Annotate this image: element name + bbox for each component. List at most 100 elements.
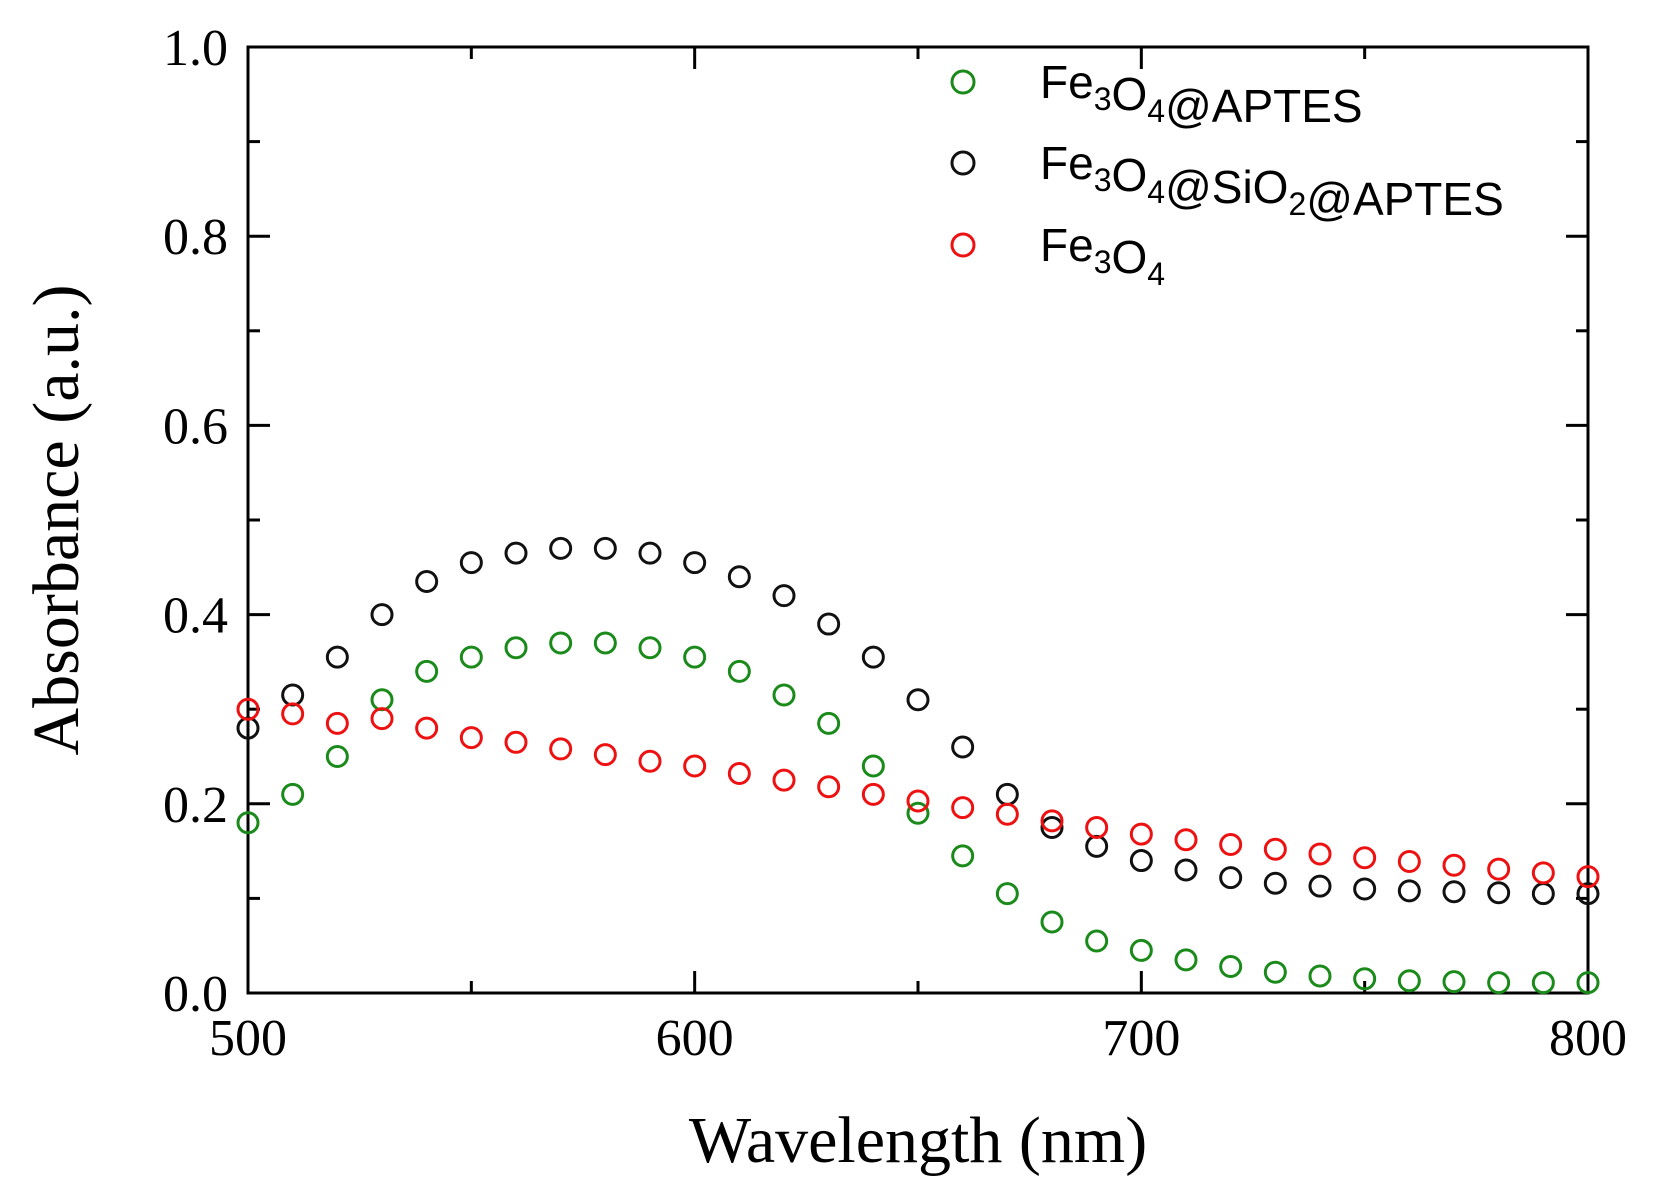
- data-point: [1263, 837, 1287, 861]
- data-point: [1129, 822, 1153, 846]
- data-point: [1219, 955, 1243, 979]
- y-tick-label: 0.8: [163, 209, 228, 266]
- data-point: [504, 636, 528, 660]
- tick-labels: 500 600 700 800 0.0 0.2 0.4 0.6 0.8 1.0: [163, 20, 1627, 1067]
- data-point: [1576, 971, 1600, 995]
- data-point: [459, 645, 483, 669]
- data-point: [370, 688, 394, 712]
- data-point: [727, 762, 751, 786]
- data-point: [951, 735, 975, 759]
- data-point: [1576, 882, 1600, 906]
- data-point: [1308, 964, 1332, 988]
- data-point: [549, 631, 573, 655]
- data-point: [683, 551, 707, 575]
- data-point: [370, 707, 394, 731]
- data-point: [1531, 882, 1555, 906]
- data-point: [1040, 809, 1064, 833]
- data-point: [1487, 881, 1511, 905]
- legend-marker: [950, 232, 976, 258]
- data-point: [549, 536, 573, 560]
- data-point: [995, 782, 1019, 806]
- data-point: [504, 730, 528, 754]
- data-point: [1174, 858, 1198, 882]
- x-axis-title: Wavelength (nm): [689, 1104, 1147, 1177]
- data-point: [906, 688, 930, 712]
- y-tick-label: 1.0: [163, 20, 228, 77]
- data-point: [1040, 815, 1064, 839]
- data-point: [861, 645, 885, 669]
- data-point: [504, 541, 528, 565]
- data-point: [1576, 865, 1600, 889]
- data-point: [638, 749, 662, 773]
- data-point: [951, 844, 975, 868]
- data-point: [727, 659, 751, 683]
- data-point: [415, 569, 439, 593]
- data-point: [1174, 948, 1198, 972]
- data-point: [415, 659, 439, 683]
- series-2: [236, 697, 1600, 889]
- data-point: [638, 636, 662, 660]
- data-point: [727, 565, 751, 589]
- data-point: [906, 801, 930, 825]
- data-point: [1531, 971, 1555, 995]
- y-axis-title: Absorbance (a.u.): [20, 285, 93, 756]
- data-point: [1085, 834, 1109, 858]
- data-point: [236, 811, 260, 835]
- data-point: [1085, 929, 1109, 953]
- legend-marker: [950, 69, 976, 95]
- data-point: [995, 802, 1019, 826]
- axis-ticks: [246, 45, 1590, 995]
- data-point: [772, 768, 796, 792]
- data-point: [683, 645, 707, 669]
- x-tick-label: 600: [656, 1010, 734, 1067]
- data-markers: [236, 536, 1600, 995]
- data-point: [593, 631, 617, 655]
- data-point: [1129, 849, 1153, 873]
- data-point: [861, 782, 885, 806]
- x-tick-label: 700: [1102, 1010, 1180, 1067]
- data-point: [1219, 866, 1243, 890]
- data-point: [817, 612, 841, 636]
- data-point: [593, 743, 617, 767]
- data-point: [1308, 874, 1332, 898]
- data-point: [1397, 879, 1421, 903]
- data-point: [281, 683, 305, 707]
- data-point: [1263, 871, 1287, 895]
- y-tick-label: 0.2: [163, 777, 228, 834]
- data-point: [772, 584, 796, 608]
- series-0: [236, 631, 1600, 995]
- data-point: [1397, 850, 1421, 874]
- x-tick-label: 500: [209, 1010, 287, 1067]
- legend-marker: [950, 150, 976, 176]
- data-point: [549, 737, 573, 761]
- data-point: [1442, 970, 1466, 994]
- legend-label: Fe3O4: [1040, 219, 1165, 292]
- legend-label: Fe3O4@APTES: [1040, 56, 1363, 132]
- data-point: [1174, 828, 1198, 852]
- data-point: [995, 882, 1019, 906]
- data-point: [1129, 938, 1153, 962]
- data-point: [1487, 857, 1511, 881]
- data-point: [951, 796, 975, 820]
- data-point: [1040, 910, 1064, 934]
- data-point: [861, 754, 885, 778]
- data-point: [1442, 880, 1466, 904]
- data-point: [415, 716, 439, 740]
- data-point: [459, 726, 483, 750]
- data-point: [236, 697, 260, 721]
- y-tick-label: 0.4: [163, 588, 228, 645]
- data-point: [638, 541, 662, 565]
- y-tick-label: 0.0: [163, 966, 228, 1023]
- data-point: [817, 775, 841, 799]
- data-point: [325, 745, 349, 768]
- data-point: [593, 536, 617, 560]
- data-point: [281, 702, 305, 726]
- data-point: [1308, 842, 1332, 866]
- data-point: [772, 683, 796, 707]
- x-tick-label: 800: [1549, 1010, 1627, 1067]
- legend-label: Fe3O4@SiO2@APTES: [1040, 137, 1504, 225]
- data-point: [459, 551, 483, 575]
- data-point: [1085, 815, 1109, 839]
